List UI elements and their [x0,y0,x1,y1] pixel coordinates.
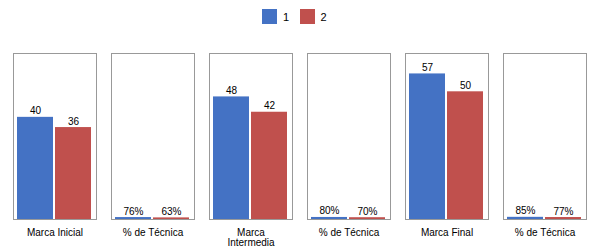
html-text:1: 1 [282,10,289,23]
svg-text:50: 50 [460,79,472,90]
svg-text:% de Técnica: % de Técnica [319,226,380,237]
svg-text:63%: 63% [161,205,181,216]
svg-text:% de Técnica: % de Técnica [515,226,576,237]
svg-text:40: 40 [30,105,42,116]
svg-text:36: 36 [68,115,80,126]
svg-text:85%: 85% [515,205,535,216]
svg-text:57: 57 [422,61,434,72]
svg-text:48: 48 [226,84,238,95]
svg-text:Marca Inicial: Marca Inicial [27,226,83,237]
svg-text:42: 42 [264,100,276,111]
svg-text:77%: 77% [553,205,573,216]
svg-text:MarcaIntermedia: MarcaIntermedia [227,226,275,247]
svg-text:80%: 80% [319,205,339,216]
svg-text:% de Técnica: % de Técnica [123,226,184,237]
svg-text:70%: 70% [357,205,377,216]
svg-text:Marca Final: Marca Final [421,226,473,237]
svg-text:76%: 76% [123,205,143,216]
html-text:2: 2 [320,10,327,23]
